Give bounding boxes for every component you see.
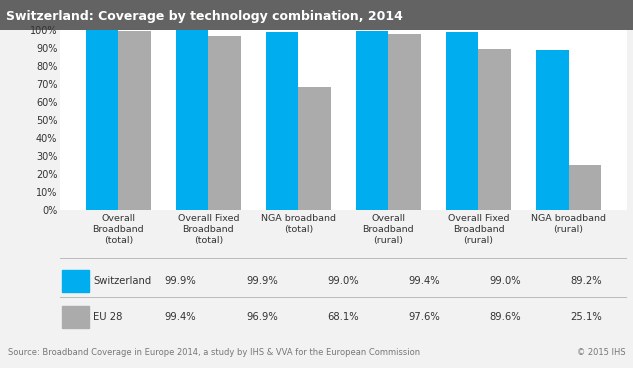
Text: 68.1%: 68.1%	[327, 312, 359, 322]
Text: Switzerland: Switzerland	[93, 276, 151, 286]
Text: Switzerland: Coverage by technology combination, 2014: Switzerland: Coverage by technology comb…	[6, 10, 403, 23]
Bar	[86, 30, 118, 210]
Bar	[446, 32, 479, 210]
Text: © 2015 IHS: © 2015 IHS	[577, 348, 625, 357]
Text: 99.9%: 99.9%	[246, 276, 278, 286]
Text: 96.9%: 96.9%	[246, 312, 278, 322]
Text: 97.6%: 97.6%	[408, 312, 440, 322]
Bar	[568, 165, 601, 210]
Text: EU 28: EU 28	[93, 312, 123, 322]
Bar	[356, 31, 389, 210]
Bar	[479, 49, 511, 210]
Bar	[208, 36, 241, 210]
Text: 99.4%: 99.4%	[408, 276, 440, 286]
Bar	[62, 270, 89, 293]
Bar	[298, 88, 331, 210]
Bar	[118, 31, 151, 210]
Text: 99.9%: 99.9%	[165, 276, 197, 286]
Bar	[266, 32, 298, 210]
Text: Source: Broadband Coverage in Europe 2014, a study by IHS & VVA for the European: Source: Broadband Coverage in Europe 201…	[8, 348, 420, 357]
Text: 89.6%: 89.6%	[489, 312, 521, 322]
Text: 25.1%: 25.1%	[570, 312, 602, 322]
Text: 99.0%: 99.0%	[489, 276, 521, 286]
Text: 99.4%: 99.4%	[165, 312, 196, 322]
Bar	[176, 30, 208, 210]
Bar	[389, 35, 421, 210]
Bar	[62, 306, 89, 328]
Text: 89.2%: 89.2%	[570, 276, 602, 286]
Text: 99.0%: 99.0%	[327, 276, 359, 286]
Bar	[536, 50, 568, 210]
